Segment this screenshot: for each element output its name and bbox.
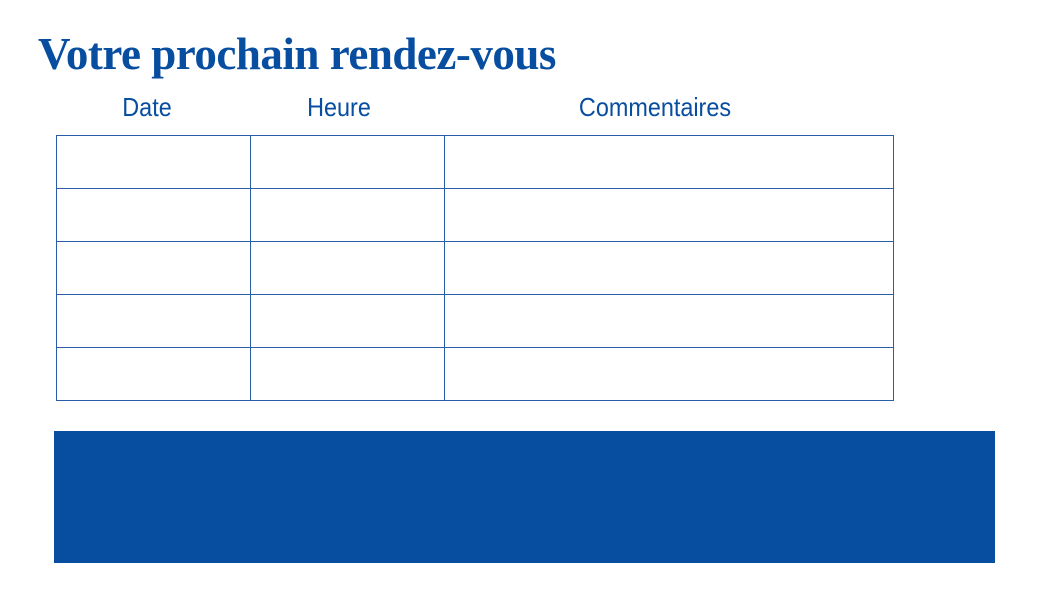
blue-banner — [54, 431, 995, 563]
date-cell[interactable] — [56, 135, 251, 189]
page-title: Votre prochain rendez-vous — [38, 29, 556, 79]
table-row — [56, 347, 894, 401]
table-row — [56, 241, 894, 295]
heure-cell[interactable] — [250, 241, 445, 295]
commentaires-cell[interactable] — [444, 135, 894, 189]
table-row — [56, 294, 894, 348]
commentaires-cell[interactable] — [444, 241, 894, 295]
table-row — [56, 188, 894, 242]
date-cell[interactable] — [56, 294, 251, 348]
column-header-commentaires: Commentaires — [578, 92, 732, 122]
date-cell[interactable] — [56, 347, 251, 401]
table-row — [56, 135, 894, 189]
appointment-table — [56, 135, 894, 401]
column-header-date: Date — [122, 92, 172, 122]
heure-cell[interactable] — [250, 294, 445, 348]
date-cell[interactable] — [56, 241, 251, 295]
column-header-heure: Heure — [307, 92, 371, 122]
heure-cell[interactable] — [250, 135, 445, 189]
commentaires-cell[interactable] — [444, 347, 894, 401]
commentaires-cell[interactable] — [444, 294, 894, 348]
heure-cell[interactable] — [250, 347, 445, 401]
heure-cell[interactable] — [250, 188, 445, 242]
commentaires-cell[interactable] — [444, 188, 894, 242]
date-cell[interactable] — [56, 188, 251, 242]
